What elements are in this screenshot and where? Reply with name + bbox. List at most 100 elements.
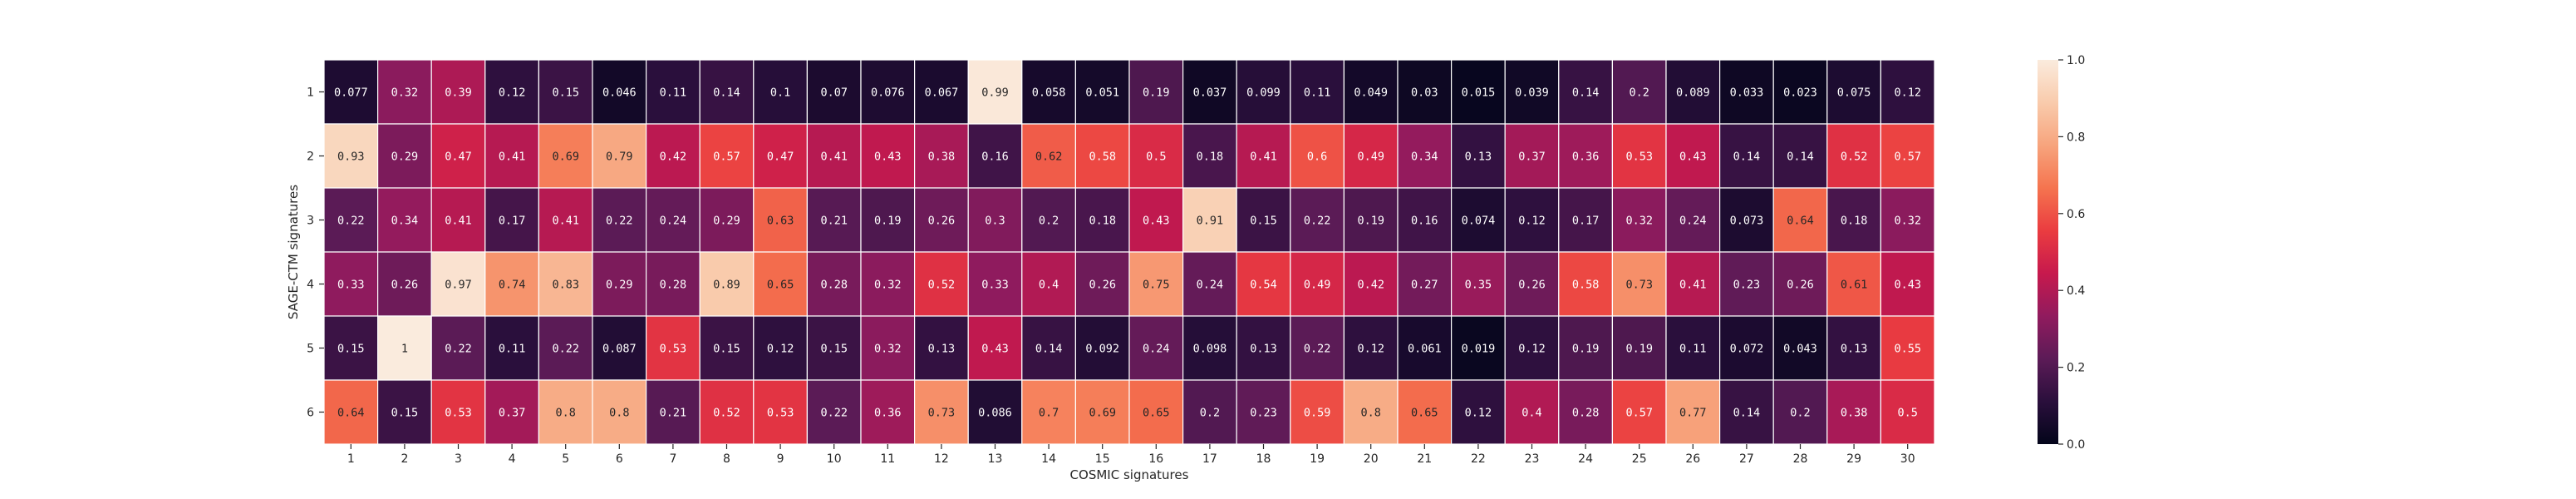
cell-value-label: 0.4 — [1522, 407, 1541, 420]
cell-value-label: 0.22 — [606, 215, 633, 228]
cell-value-label: 0.19 — [874, 215, 902, 228]
cell-value-label: 0.8 — [609, 407, 629, 420]
cell-value-label: 0.22 — [552, 343, 579, 356]
x-tick-label: 10 — [827, 452, 842, 466]
heatmap-cell — [1826, 123, 1882, 189]
cell-value-label: 0.24 — [1679, 215, 1707, 228]
cell-value-label: 0.13 — [1250, 343, 1277, 356]
heatmap-cell — [806, 379, 862, 445]
cell-value-label: 0.34 — [391, 215, 419, 228]
cell-value-label: 0.8 — [1361, 407, 1381, 420]
cell-value-label: 0.75 — [1143, 279, 1170, 292]
heatmap-cell — [1504, 251, 1560, 317]
x-tick-label: 23 — [1525, 452, 1540, 466]
heatmap-cell — [699, 59, 755, 125]
cell-value-label: 0.015 — [1462, 86, 1496, 100]
heatmap-cell — [1880, 59, 1935, 125]
heatmap-cell — [1290, 59, 1345, 125]
y-axis-label: SAGE-CTM signatures — [286, 185, 301, 319]
heatmap-cell — [1021, 315, 1077, 381]
cell-value-label: 0.21 — [660, 407, 687, 420]
cell-value-label: 0.18 — [1841, 215, 1868, 228]
colorbar-tick-label: 1.0 — [2067, 54, 2085, 67]
cell-value-label: 0.072 — [1730, 343, 1764, 356]
cell-value-label: 0.14 — [1572, 86, 1600, 100]
cell-value-label: 0.15 — [713, 343, 740, 356]
cell-value-label: 0.32 — [874, 279, 902, 292]
heatmap-cell — [1290, 187, 1345, 253]
heatmap-cell — [1343, 251, 1399, 317]
x-tick-label: 30 — [1900, 452, 1915, 466]
cell-value-label: 0.28 — [660, 279, 687, 292]
cell-value-label: 0.97 — [445, 279, 472, 292]
cell-value-label: 0.17 — [1572, 215, 1600, 228]
cell-value-label: 0.22 — [1304, 343, 1331, 356]
cell-value-label: 0.32 — [1894, 215, 1921, 228]
cell-value-label: 0.14 — [1787, 151, 1814, 164]
heatmap-cell — [1826, 187, 1882, 253]
cell-value-label: 0.65 — [767, 279, 794, 292]
heatmap-cell — [806, 187, 862, 253]
heatmap-cell — [1021, 251, 1077, 317]
heatmap-cell — [323, 315, 379, 381]
cell-value-label: 0.61 — [1841, 279, 1868, 292]
heatmap-cell — [1611, 251, 1667, 317]
heatmap-cell — [699, 251, 755, 317]
cell-value-label: 0.019 — [1462, 343, 1496, 356]
heatmap-cell — [967, 379, 1023, 445]
heatmap-cell — [1611, 379, 1667, 445]
cell-value-label: 0.43 — [1679, 151, 1707, 164]
x-tick-label: 17 — [1202, 452, 1217, 466]
x-tick-label: 9 — [777, 452, 784, 466]
cell-value-label: 0.22 — [820, 407, 848, 420]
heatmap-cell — [1236, 379, 1291, 445]
cell-value-label: 0.43 — [1894, 279, 1921, 292]
cell-value-label: 0.12 — [1518, 343, 1546, 356]
cell-value-label: 0.075 — [1837, 86, 1871, 100]
colorbar-tick-label: 0.2 — [2067, 362, 2085, 375]
cell-value-label: 0.037 — [1193, 86, 1227, 100]
cell-value-label: 0.17 — [499, 215, 526, 228]
cell-value-label: 0.07 — [820, 86, 848, 100]
cell-value-label: 0.22 — [1304, 215, 1331, 228]
cell-value-label: 0.32 — [874, 343, 902, 356]
cell-value-label: 0.16 — [981, 151, 1009, 164]
heatmap-cell — [645, 315, 701, 381]
cell-value-label: 0.29 — [391, 151, 419, 164]
cell-value-label: 0.53 — [1625, 151, 1653, 164]
x-tick-label: 26 — [1685, 452, 1700, 466]
cell-value-label: 0.53 — [660, 343, 687, 356]
cell-value-label: 0.58 — [1089, 151, 1116, 164]
cell-value-label: 0.14 — [713, 86, 740, 100]
heatmap-cell — [484, 251, 539, 317]
heatmap-cell — [1665, 123, 1721, 189]
x-tick-label: 5 — [562, 452, 569, 466]
heatmap-cell — [1397, 123, 1453, 189]
heatmap-cell — [699, 187, 755, 253]
heatmap-cell — [1719, 59, 1774, 125]
y-tick-label: 2 — [307, 151, 314, 164]
cell-value-label: 0.36 — [874, 407, 902, 420]
heatmap-cell — [1290, 123, 1345, 189]
heatmap-cell — [1397, 187, 1453, 253]
cell-value-label: 0.57 — [713, 151, 740, 164]
colorbar-tick-label: 0.8 — [2067, 131, 2085, 144]
cell-value-label: 0.41 — [552, 215, 579, 228]
cell-value-label: 0.6 — [1307, 151, 1327, 164]
cell-value-label: 0.52 — [928, 279, 956, 292]
heatmap-cell — [1236, 123, 1291, 189]
cell-value-label: 0.63 — [767, 215, 794, 228]
cell-value-label: 0.28 — [820, 279, 848, 292]
cell-value-label: 0.54 — [1250, 279, 1277, 292]
cell-value-label: 0.061 — [1408, 343, 1442, 356]
heatmap-cell — [323, 379, 379, 445]
cell-value-label: 0.092 — [1085, 343, 1119, 356]
x-tick-label: 12 — [934, 452, 949, 466]
x-axis-label: COSMIC signatures — [1070, 467, 1189, 482]
heatmap-cell — [860, 379, 916, 445]
cell-value-label: 0.12 — [1357, 343, 1384, 356]
heatmap-cell — [1450, 187, 1506, 253]
heatmap-cell — [1236, 59, 1291, 125]
cell-value-label: 0.27 — [1411, 279, 1438, 292]
